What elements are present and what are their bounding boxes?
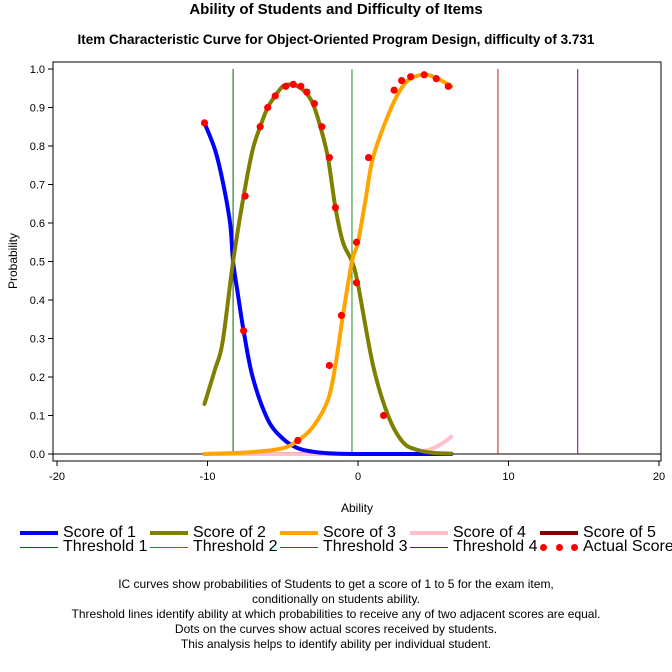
- footnote-line: This analysis helps to identify ability …: [180, 637, 492, 651]
- legend-label: Threshold 2: [193, 538, 278, 555]
- score-curves: [202, 72, 454, 457]
- actual-score-dot: [200, 119, 209, 127]
- legend-item: Threshold 2: [150, 538, 278, 556]
- actual-score-dot: [444, 82, 452, 90]
- legend-swatch: [410, 531, 448, 535]
- legend-swatch: [280, 531, 318, 535]
- plot-area-frame: [52, 61, 662, 462]
- footnote-line: IC curves show probabilities of Students…: [118, 577, 554, 591]
- actual-score-dot: [420, 71, 428, 79]
- x-tick-label: 20: [653, 471, 665, 483]
- actual-score-dot: [379, 411, 388, 420]
- series-line: [202, 120, 454, 457]
- actual-score-dot: [303, 88, 311, 96]
- legend-label: Threshold 1: [63, 538, 148, 555]
- legend-label: Threshold 4: [453, 538, 538, 555]
- legend-label: Threshold 3: [323, 538, 408, 555]
- y-tick-label: 0.6: [30, 218, 45, 230]
- y-tick-label: 0.0: [30, 449, 45, 461]
- legend-swatch: [540, 543, 578, 551]
- legend-swatch: [410, 546, 448, 548]
- y-axis-label: Probability: [6, 233, 20, 289]
- footnote-line: Threshold lines identify ability at whic…: [71, 607, 601, 621]
- footnote-line: Dots on the curves show actual scores re…: [174, 622, 498, 636]
- actual-score-dot: [297, 82, 305, 90]
- legend-item: Score of 1: [20, 524, 136, 542]
- x-tick-label: -10: [200, 471, 216, 483]
- legend-item: Score of 5: [540, 524, 656, 542]
- legend-item: Actual Scores: [540, 538, 672, 556]
- y-tick-label: 1.0: [30, 64, 45, 76]
- actual-score-dot: [240, 327, 248, 335]
- actual-score-dot: [325, 153, 334, 162]
- legend-item: Threshold 3: [280, 538, 408, 556]
- y-tick-label: 0.4: [30, 295, 45, 307]
- x-axis-label: Ability: [341, 501, 373, 515]
- threshold-lines: [232, 69, 579, 454]
- legend-swatch: [540, 531, 578, 535]
- actual-score-dot: [364, 153, 373, 162]
- y-tick-label: 0.9: [30, 103, 45, 115]
- actual-score-dot: [390, 86, 398, 94]
- y-tick-label: 0.5: [30, 257, 45, 269]
- y-tick-label: 0.1: [30, 411, 45, 423]
- actual-score-dot: [407, 73, 415, 81]
- legend-item: Threshold 4: [410, 538, 538, 556]
- y-tick-label: 0.2: [30, 372, 45, 384]
- y-tick-label: 0.7: [30, 180, 45, 192]
- legend-label: Score of 5: [583, 524, 656, 541]
- actual-score-dots: [200, 71, 452, 445]
- actual-score-dot: [271, 92, 279, 100]
- legend-item: Score of 4: [410, 524, 526, 542]
- actual-score-dot: [432, 75, 440, 83]
- legend-label: Score of 2: [193, 524, 266, 541]
- actual-score-dot: [352, 238, 361, 246]
- y-tick-label: 0.3: [30, 334, 45, 346]
- legend-swatch: [20, 546, 58, 548]
- actual-score-dot: [398, 76, 406, 85]
- actual-score-dot: [310, 100, 318, 108]
- legend-item: Score of 3: [280, 524, 396, 542]
- actual-score-dot: [289, 80, 297, 88]
- x-tick-label: 0: [355, 471, 361, 483]
- footnote-line: conditionally on students ability.: [252, 592, 420, 606]
- chart-plot: 0.0 0.1 0.2 0.3 0.4 0.5 0.6 0.7 0.8 0.9 1.0 -20 -10…: [6, 61, 665, 515]
- legend-item: Score of 2: [150, 524, 266, 542]
- actual-score-dot: [264, 103, 272, 112]
- legend-label: Score of 3: [323, 524, 396, 541]
- x-tick-label: 10: [502, 471, 514, 483]
- actual-score-dot: [241, 192, 249, 200]
- x-axis: -20 -10 0 10 20: [49, 461, 665, 483]
- legend-label: Actual Scores: [583, 538, 672, 555]
- actual-score-dot: [294, 436, 302, 445]
- legend-label: Score of 1: [63, 524, 136, 541]
- legend-item: Threshold 1: [20, 538, 148, 556]
- actual-score-dot: [256, 123, 264, 131]
- actual-score-dot: [282, 82, 290, 90]
- actual-score-dot: [325, 361, 334, 370]
- legend-swatch: [20, 531, 58, 535]
- x-tick-label: -20: [49, 471, 65, 483]
- series-line: [202, 72, 454, 456]
- legend-swatch: [150, 531, 188, 535]
- chart-title: Ability of Students and Difficulty of It…: [189, 1, 483, 18]
- actual-score-dot: [337, 311, 346, 319]
- legend-label: Score of 4: [453, 524, 526, 541]
- actual-score-dot: [318, 123, 326, 131]
- actual-score-dot: [331, 204, 340, 212]
- actual-score-dot: [352, 279, 361, 287]
- y-axis: 0.0 0.1 0.2 0.3 0.4 0.5 0.6 0.7 0.8 0.9 1.0: [30, 64, 53, 461]
- legend-swatch: [150, 546, 188, 548]
- chart-subtitle: Item Characteristic Curve for Object-Ori…: [77, 32, 595, 47]
- y-tick-label: 0.8: [30, 141, 45, 153]
- legend-swatch: [280, 546, 318, 548]
